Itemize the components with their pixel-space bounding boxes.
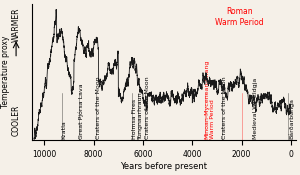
Text: Roman
Warm Period: Roman Warm Period bbox=[215, 8, 263, 27]
Text: WARMER: WARMER bbox=[12, 7, 21, 42]
Text: Craters of the Moon: Craters of the Moon bbox=[222, 77, 227, 139]
Text: Medieval WP Eldgja: Medieval WP Eldgja bbox=[253, 78, 258, 139]
Text: COOLER: COOLER bbox=[12, 104, 21, 136]
Text: Tungnaarhraun: Tungnaarhraun bbox=[138, 92, 143, 139]
Text: Bárðarbunga: Bárðarbunga bbox=[288, 98, 294, 139]
Text: Holmsa Fires: Holmsa Fires bbox=[132, 99, 137, 139]
Text: Kratla: Kratla bbox=[61, 120, 67, 139]
Text: Craters of the Moon: Craters of the Moon bbox=[96, 77, 101, 139]
Text: Temperature proxy: Temperature proxy bbox=[1, 36, 10, 108]
Text: Craters of the Moon: Craters of the Moon bbox=[146, 77, 150, 139]
Text: Great Pjórsa Lava: Great Pjórsa Lava bbox=[79, 84, 84, 139]
Text: Minoan-Mycenean-Shang
Warm Period: Minoan-Mycenean-Shang Warm Period bbox=[205, 60, 215, 139]
X-axis label: Years before present: Years before present bbox=[120, 162, 207, 171]
